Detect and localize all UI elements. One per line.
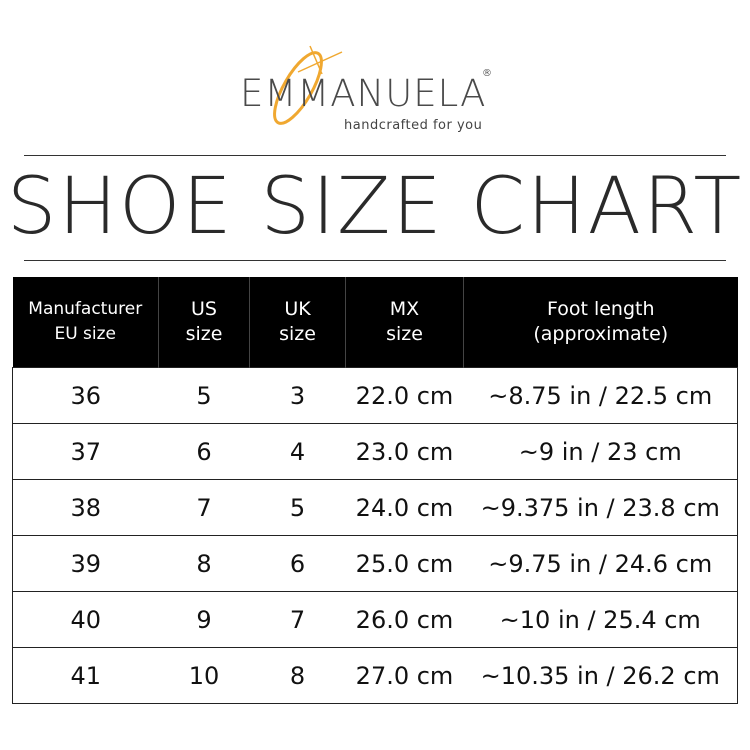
table-cell: 27.0 cm [345,647,464,704]
column-header: Foot length (approximate) [463,277,738,368]
table-header-row: Manufacturer EU size US size UK size MX size Foo… [12,277,738,368]
table-cell: ~10 in / 25.4 cm [463,591,738,648]
table-cell: 5 [158,367,250,424]
table-cell: 24.0 cm [345,479,464,536]
table-cell: ~9.75 in / 24.6 cm [463,535,738,592]
table-cell: 7 [249,591,346,648]
table-cell: 6 [249,535,346,592]
column-header-line: size [279,323,316,345]
table-cell: 40 [12,591,159,648]
column-header-line: Foot length [546,298,655,320]
column-header-line: size [386,323,423,345]
table-cell: 8 [249,647,346,704]
table-cell: 39 [12,535,159,592]
table-row: 41 10 8 27.0 cm ~10.35 in / 26.2 cm [12,647,738,704]
brand-tagline: handcrafted for you [344,118,483,133]
table-row: 36 5 3 22.0 cm ~8.75 in / 22.5 cm [12,367,738,424]
table-cell: 41 [12,647,159,704]
table-cell: ~8.75 in / 22.5 cm [463,367,738,424]
size-chart-table: Manufacturer EU size US size UK size MX size Foo… [12,277,738,704]
table-row: 37 6 4 23.0 cm ~9 in / 23 cm [12,423,738,480]
column-header: Manufacturer EU size [12,277,159,368]
column-header-line: EU size [54,324,117,344]
logo-swirl-icon [273,45,343,125]
registered-mark: ® [482,68,492,79]
column-header: US size [158,277,250,368]
divider-bottom [24,260,726,261]
column-header-line: US [191,298,217,320]
brand-logo: EMMANUELA ® handcrafted for you [240,44,500,136]
column-header-line: UK [284,298,311,320]
table-cell: 6 [158,423,250,480]
table-row: 40 9 7 26.0 cm ~10 in / 25.4 cm [12,591,738,648]
column-header: UK size [249,277,346,368]
table-row: 38 7 5 24.0 cm ~9.375 in / 23.8 cm [12,479,738,536]
table-cell: 5 [249,479,346,536]
table-cell: ~9 in / 23 cm [463,423,738,480]
column-header-line: (approximate) [533,323,669,345]
table-cell: 36 [12,367,159,424]
column-header-line: Manufacturer [28,299,143,319]
table-cell: 22.0 cm [345,367,464,424]
table-cell: 10 [158,647,250,704]
table-row: 39 8 6 25.0 cm ~9.75 in / 24.6 cm [12,535,738,592]
table-cell: 3 [249,367,346,424]
table-cell: ~9.375 in / 23.8 cm [463,479,738,536]
column-header-line: MX [389,298,420,320]
table-cell: 7 [158,479,250,536]
divider-top [24,155,726,156]
table-cell: 4 [249,423,346,480]
page-title: SHOE SIZE CHART [6,162,744,252]
brand-name: EMMANUELA [240,72,487,115]
table-cell: 9 [158,591,250,648]
table-cell: 25.0 cm [345,535,464,592]
column-header-line: size [185,323,223,345]
table-cell: 23.0 cm [345,423,464,480]
table-cell: 38 [12,479,159,536]
column-header: MX size [345,277,464,368]
table-cell: 8 [158,535,250,592]
table-cell: 26.0 cm [345,591,464,648]
table-cell: ~10.35 in / 26.2 cm [463,647,738,704]
table-cell: 37 [12,423,159,480]
